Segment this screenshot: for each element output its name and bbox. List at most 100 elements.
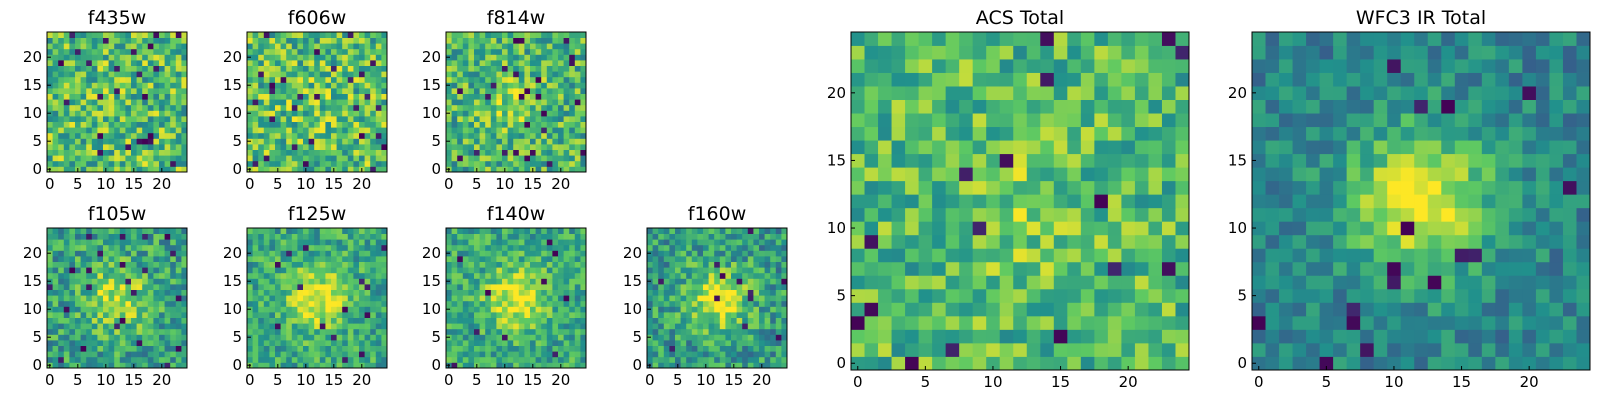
- heatmap-cell: [131, 149, 137, 156]
- heatmap-cell: [663, 233, 670, 240]
- heatmap-cell: [147, 93, 154, 100]
- heatmap-cell: [891, 167, 906, 182]
- heatmap-cell: [364, 71, 371, 78]
- heatmap-cell: [725, 362, 732, 369]
- heatmap-cell: [1134, 275, 1149, 290]
- heatmap-cell: [691, 312, 698, 318]
- heatmap-cell: [258, 289, 265, 296]
- heatmap-cell: [490, 104, 497, 111]
- heatmap-cell: [375, 345, 382, 352]
- heatmap-cell: [69, 65, 76, 72]
- heatmap-cell: [258, 155, 265, 162]
- heatmap-cell: [342, 32, 349, 38]
- heatmap-cell: [490, 261, 497, 268]
- heatmap-cell: [353, 32, 360, 38]
- heatmap-cell: [263, 132, 270, 139]
- heatmap-cell: [147, 160, 154, 167]
- heatmap-cell: [69, 233, 76, 240]
- heatmap-cell: [114, 149, 121, 156]
- heatmap-cell: [764, 334, 771, 341]
- heatmap-cell: [490, 121, 497, 128]
- heatmap-cell: [878, 356, 892, 371]
- heatmap-cell: [103, 317, 109, 324]
- y-tick-label: 20: [623, 244, 642, 262]
- heatmap-cell: [263, 256, 270, 262]
- heatmap-cell: [541, 233, 548, 240]
- heatmap-cell: [468, 132, 475, 139]
- heatmap-cell: [513, 239, 520, 246]
- heatmap-cell: [719, 351, 726, 358]
- heatmap-cell: [742, 261, 749, 268]
- heatmap-cell: [468, 127, 475, 134]
- heatmap-cell: [286, 334, 293, 341]
- heatmap-cell: [142, 60, 149, 66]
- heatmap-cell: [159, 32, 165, 38]
- heatmap-cell: [680, 323, 687, 330]
- heatmap-cell: [275, 138, 281, 145]
- heatmap-cell: [764, 289, 771, 296]
- heatmap-cell: [462, 228, 469, 234]
- heatmap-cell: [1161, 356, 1176, 371]
- heatmap-cell: [563, 317, 570, 324]
- heatmap-cell: [546, 43, 553, 50]
- heatmap-cell: [381, 110, 388, 117]
- heatmap-cell: [336, 250, 343, 257]
- heatmap-cell: [502, 116, 508, 122]
- heatmap-cell: [103, 351, 109, 358]
- heatmap-cell: [451, 76, 458, 83]
- heatmap-cell: [142, 88, 149, 94]
- heatmap-cell: [574, 228, 581, 234]
- heatmap-cell: [275, 71, 281, 78]
- heatmap-cell: [280, 71, 287, 78]
- heatmap-cell: [252, 43, 259, 50]
- heatmap-cell: [164, 289, 171, 296]
- heatmap-cell: [663, 312, 670, 318]
- heatmap-cell: [297, 295, 304, 302]
- heatmap-cell: [359, 228, 365, 234]
- heatmap-cell: [58, 54, 65, 61]
- heatmap-cell: [658, 289, 665, 296]
- heatmap-cell: [370, 144, 377, 150]
- heatmap-cell: [502, 289, 508, 296]
- heatmap-cell: [370, 244, 377, 251]
- heatmap-cell: [759, 345, 765, 352]
- heatmap-cell: [275, 345, 281, 352]
- heatmap-cell: [131, 132, 137, 139]
- heatmap-cell: [462, 312, 469, 318]
- heatmap-cell: [524, 272, 531, 279]
- heatmap-cell: [747, 261, 754, 268]
- heatmap-cell: [513, 340, 520, 346]
- heatmap-cell: [286, 71, 293, 78]
- heatmap-cell: [170, 104, 177, 111]
- heatmap-cell: [541, 256, 548, 262]
- heatmap-cell: [308, 54, 315, 61]
- heatmap-cell: [291, 300, 298, 307]
- heatmap-cell: [462, 37, 469, 44]
- heatmap-cell: [518, 121, 525, 128]
- heatmap-cell: [574, 32, 581, 38]
- heatmap-cell: [652, 233, 659, 240]
- heatmap-cell: [669, 284, 676, 290]
- heatmap-cell: [563, 155, 570, 162]
- heatmap-cell: [170, 284, 177, 290]
- heatmap-cell: [986, 221, 1001, 236]
- heatmap-cell: [669, 295, 676, 302]
- heatmap-cell: [1067, 275, 1082, 290]
- heatmap-cell: [52, 43, 59, 50]
- heatmap-cell: [258, 93, 265, 100]
- heatmap-cell: [1161, 261, 1176, 276]
- heatmap-cell: [364, 228, 371, 234]
- heatmap-cell: [546, 37, 553, 44]
- heatmap-cell: [558, 104, 564, 111]
- heatmap-cell: [314, 362, 321, 369]
- heatmap-cell: [462, 144, 469, 150]
- heatmap-cell: [131, 116, 137, 122]
- heatmap-cell: [114, 99, 121, 106]
- heatmap-cell: [736, 362, 743, 369]
- heatmap-cell: [719, 250, 726, 257]
- heatmap-cell: [291, 356, 298, 363]
- heatmap-cell: [513, 54, 520, 61]
- heatmap-cell: [697, 317, 704, 324]
- heatmap-cell: [108, 261, 115, 268]
